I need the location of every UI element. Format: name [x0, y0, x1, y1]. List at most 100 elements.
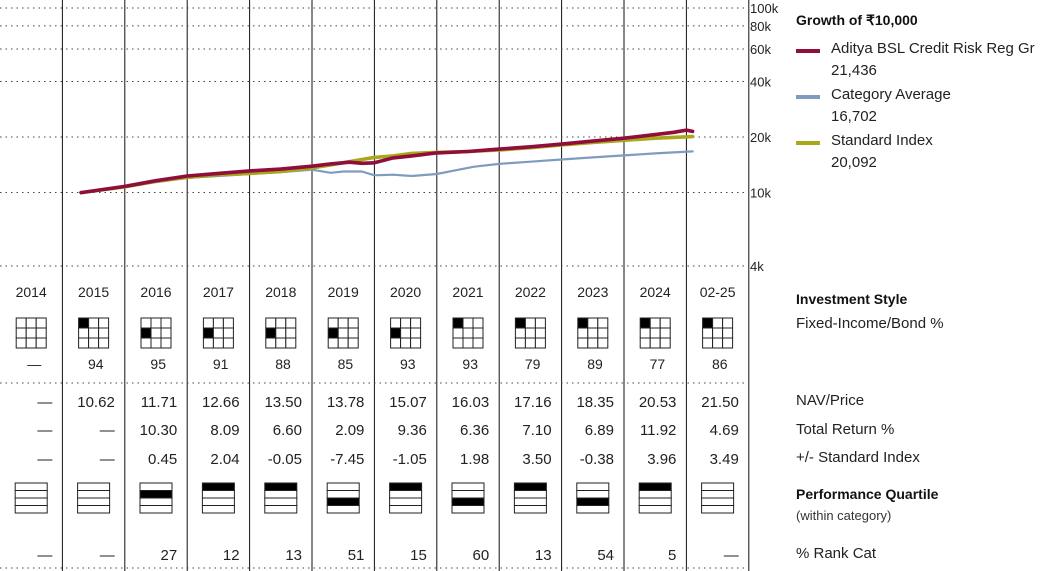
quartile-row	[451, 482, 485, 491]
y-tick-label: 20k	[750, 130, 771, 145]
series-line	[79, 128, 695, 195]
style-box-cell	[577, 337, 589, 349]
table-cell-rank: 15	[410, 547, 427, 564]
table-cell-total-return: —	[37, 422, 52, 439]
style-box-cell	[150, 317, 162, 329]
quartile-row	[14, 490, 48, 499]
data-table: — 10.62 11.71 12.66 13.50 13.78 15.07 16.03 17.1…	[37, 394, 738, 564]
quartile-row	[326, 490, 360, 499]
quartile-row	[513, 497, 547, 506]
style-box-cell	[140, 337, 152, 349]
table-cell-nav: 17.16	[514, 394, 552, 411]
style-box-cell	[649, 337, 661, 349]
quartile-row	[139, 482, 173, 491]
style-box-cell	[347, 317, 359, 329]
table-cell-vs-index: 2.04	[210, 451, 239, 468]
style-box-cell	[597, 327, 609, 339]
quartile-row	[389, 497, 423, 506]
style-box-cell	[659, 327, 671, 339]
style-box-cell	[25, 327, 37, 339]
quartile-row	[701, 490, 735, 499]
legend-swatch	[796, 95, 820, 99]
style-box-cell	[98, 317, 110, 329]
quartile-box	[701, 482, 735, 514]
table-cell-total-return: —	[100, 422, 115, 439]
style-box-cell	[265, 327, 277, 339]
investment-style-boxes: — 94 95 91 88 85 93 93 79 89 77 86	[15, 317, 734, 372]
style-pct: 93	[462, 356, 478, 372]
quartile-row	[77, 482, 111, 491]
style-box	[78, 317, 110, 349]
quartile-row	[201, 490, 235, 499]
style-box-cell	[639, 337, 651, 349]
style-box-cell	[15, 337, 27, 349]
style-box-cell	[160, 327, 172, 339]
table-cell-nav: 20.53	[639, 394, 677, 411]
style-pct: 95	[150, 356, 166, 372]
style-pct: 79	[525, 356, 541, 372]
quartile-row	[389, 490, 423, 499]
style-box-cell	[98, 327, 110, 339]
style-box-cell	[639, 317, 651, 329]
style-box-cell	[649, 327, 661, 339]
style-box-cell	[410, 337, 422, 349]
quartile-row	[513, 490, 547, 499]
year-label: 2018	[265, 284, 296, 300]
table-cell-nav: 15.07	[389, 394, 427, 411]
legend-name: Category Average	[831, 86, 951, 103]
style-box-cell	[202, 327, 214, 339]
style-box-cell	[534, 327, 546, 339]
quartile-row	[264, 505, 298, 514]
style-box-cell	[534, 317, 546, 329]
year-label: 2014	[16, 284, 47, 300]
table-cell-nav: 13.50	[264, 394, 302, 411]
quartile-row	[14, 482, 48, 491]
style-box-cell	[202, 337, 214, 349]
table-cell-vs-index: 1.98	[460, 451, 489, 468]
style-box-cell	[25, 317, 37, 329]
year-label: 2023	[577, 284, 608, 300]
year-label: 02-25	[700, 284, 736, 300]
style-box-cell	[78, 327, 90, 339]
style-box-cell	[712, 327, 724, 339]
quartile-row	[77, 505, 111, 514]
style-box	[327, 317, 359, 349]
table-cell-rank: 27	[161, 547, 178, 564]
style-box-cell	[25, 337, 37, 349]
year-label: 2017	[203, 284, 234, 300]
style-box-cell	[150, 327, 162, 339]
quartile-row	[139, 497, 173, 506]
series-line	[79, 134, 695, 195]
quartile-box	[326, 482, 360, 514]
style-box-cell	[212, 317, 224, 329]
style-box-cell	[160, 317, 172, 329]
style-box-cell	[390, 317, 402, 329]
style-box-cell	[337, 327, 349, 339]
quartile-row	[513, 482, 547, 491]
quartile-box	[576, 482, 610, 514]
style-box-cell	[534, 337, 546, 349]
quartile-row	[451, 490, 485, 499]
style-box-cell	[265, 337, 277, 349]
style-box-cell	[347, 327, 359, 339]
quartile-row	[264, 497, 298, 506]
style-box-cell	[222, 317, 234, 329]
style-box-cell	[337, 337, 349, 349]
style-box	[452, 317, 484, 349]
performance-quartile-title: Performance Quartile	[796, 486, 939, 502]
style-box	[390, 317, 422, 349]
style-box-cell	[88, 317, 100, 329]
style-box-cell	[514, 317, 526, 329]
style-box-cell	[712, 337, 724, 349]
style-box-cell	[400, 317, 412, 329]
quartile-row	[264, 490, 298, 499]
style-box-cell	[649, 317, 661, 329]
year-label: 2022	[515, 284, 546, 300]
table-cell-vs-index: -7.45	[330, 451, 364, 468]
style-box-cell	[285, 327, 297, 339]
table-cell-rank: 5	[668, 547, 676, 564]
style-box-cell	[390, 327, 402, 339]
grid-lines	[0, 0, 750, 571]
table-cell-nav: 11.71	[141, 394, 177, 411]
